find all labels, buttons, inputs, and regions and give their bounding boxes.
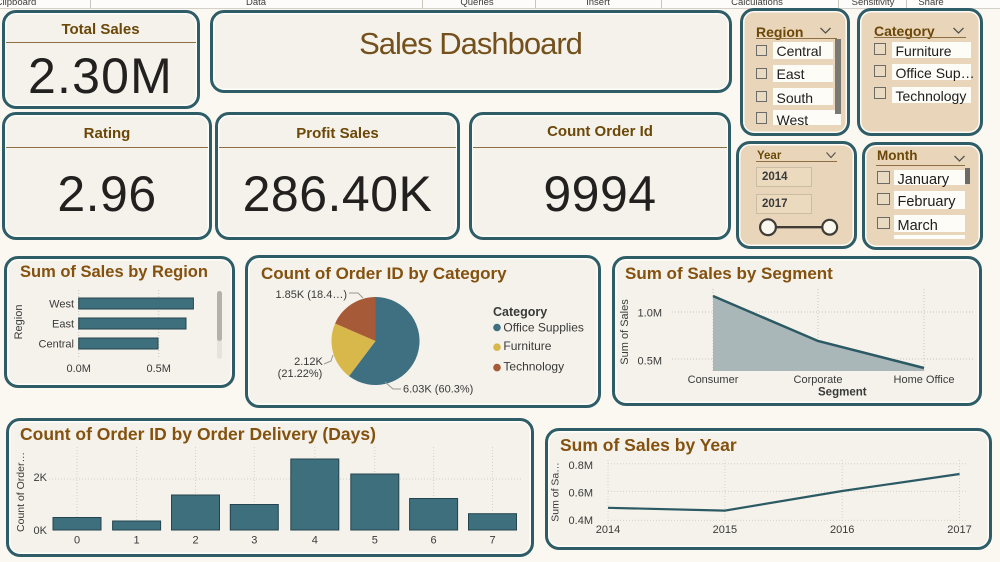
svg-text:4: 4 <box>312 535 318 547</box>
svg-text:Office Supplies: Office Supplies <box>503 320 584 334</box>
svg-text:2014: 2014 <box>596 524 620 536</box>
svg-text:1: 1 <box>134 535 140 547</box>
svg-text:2016: 2016 <box>830 524 854 536</box>
svg-text:Home Office: Home Office <box>894 374 955 386</box>
svg-text:Furniture: Furniture <box>503 339 551 353</box>
svg-text:West: West <box>49 299 74 311</box>
svg-text:2: 2 <box>192 535 198 547</box>
svg-text:7: 7 <box>489 535 495 547</box>
svg-text:Segment: Segment <box>818 387 867 399</box>
svg-text:0.0M: 0.0M <box>66 363 90 375</box>
svg-text:0.8M: 0.8M <box>569 460 593 472</box>
svg-text:0.6M: 0.6M <box>569 487 593 499</box>
svg-text:Category: Category <box>493 305 547 319</box>
svg-text:Region: Region <box>13 305 25 340</box>
svg-text:5: 5 <box>372 535 378 547</box>
svg-text:2.12K: 2.12K <box>294 356 323 368</box>
svg-text:1.0M: 1.0M <box>638 308 662 320</box>
svg-text:Sum of Sales: Sum of Sales <box>619 299 631 365</box>
svg-text:0.5M: 0.5M <box>146 363 170 375</box>
svg-text:0.4M: 0.4M <box>569 515 593 527</box>
svg-text:0: 0 <box>74 535 80 547</box>
svg-text:3: 3 <box>251 535 257 547</box>
svg-text:0K: 0K <box>34 525 48 537</box>
svg-text:Sum of Sa…: Sum of Sa… <box>550 462 562 522</box>
svg-text:2015: 2015 <box>713 524 737 536</box>
svg-text:East: East <box>52 319 74 331</box>
svg-text:Consumer: Consumer <box>688 374 739 386</box>
svg-text:6.03K (60.3%): 6.03K (60.3%) <box>403 384 473 396</box>
svg-text:0.5M: 0.5M <box>638 356 662 368</box>
svg-text:Technology: Technology <box>503 360 564 374</box>
svg-text:Central: Central <box>39 339 74 351</box>
svg-text:1.85K (18.4…): 1.85K (18.4…) <box>275 289 347 301</box>
svg-text:6: 6 <box>431 535 437 547</box>
svg-text:(21.22%): (21.22%) <box>278 368 323 380</box>
svg-text:Count of Order…: Count of Order… <box>15 452 27 532</box>
svg-text:2K: 2K <box>34 472 48 484</box>
svg-text:Corporate: Corporate <box>794 374 843 386</box>
svg-text:2017: 2017 <box>947 524 971 536</box>
